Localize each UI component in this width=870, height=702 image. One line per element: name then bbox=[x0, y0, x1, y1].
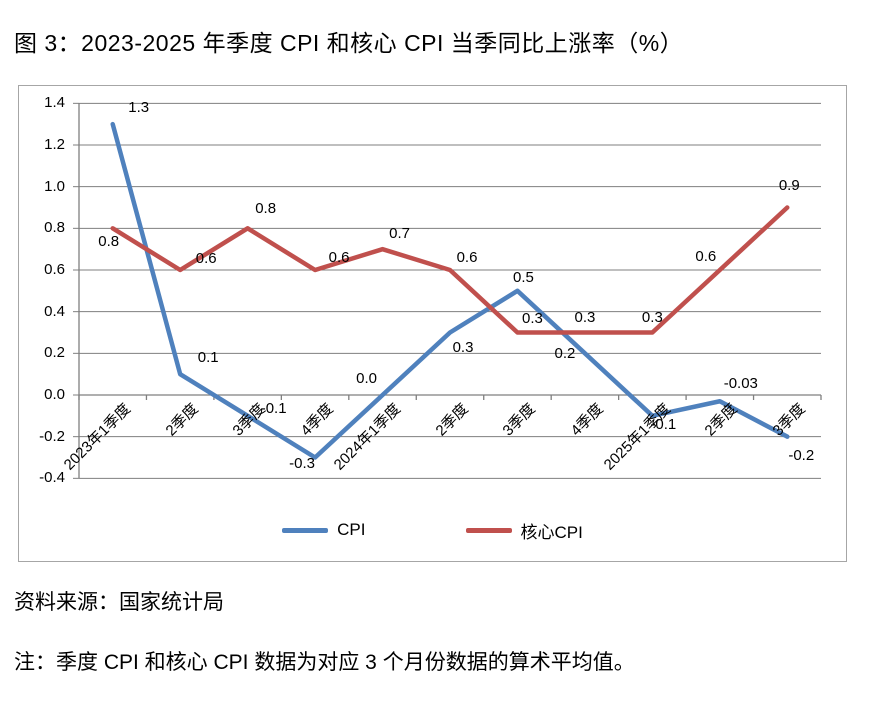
data-label-core-cpi: 0.6 bbox=[456, 249, 478, 266]
y-axis-label: 0.4 bbox=[44, 302, 65, 320]
core-cpi-line-swatch bbox=[465, 527, 512, 533]
source-note: 资料来源：国家统计局 bbox=[14, 591, 224, 614]
data-label-cpi: 0.1 bbox=[197, 349, 219, 367]
data-label-cpi: -0.03 bbox=[723, 375, 758, 393]
data-label-cpi: -0.1 bbox=[260, 399, 287, 417]
chart-title: 图 3：2023-2025 年季度 CPI 和核心 CPI 当季同比上涨率（%） bbox=[14, 30, 684, 56]
plot-area bbox=[73, 102, 822, 479]
legend-item-cpi: CPI bbox=[282, 520, 366, 540]
data-label-cpi: 0.0 bbox=[356, 370, 377, 387]
data-label-core-cpi: 0.6 bbox=[195, 250, 217, 267]
data-label-core-cpi: 0.3 bbox=[574, 308, 596, 326]
y-axis-label: 0.0 bbox=[44, 386, 65, 403]
y-axis-label: 1.0 bbox=[44, 177, 65, 195]
legend: CPI 核心CPI bbox=[19, 518, 846, 543]
data-label-cpi: 0.2 bbox=[554, 345, 576, 363]
y-axis-label: -0.4 bbox=[39, 469, 65, 487]
data-label-cpi: -0.1 bbox=[650, 415, 677, 433]
footnote: 注：季度 CPI 和核心 CPI 数据为对应 3 个月份数据的算术平均值。 bbox=[14, 651, 635, 674]
legend-label-cpi: CPI bbox=[337, 520, 366, 539]
y-axis-label: 0.8 bbox=[44, 219, 65, 237]
data-label-cpi: 0.3 bbox=[452, 338, 474, 356]
cpi-line-swatch bbox=[282, 527, 329, 533]
data-label-cpi: -0.2 bbox=[788, 446, 815, 464]
data-label-core-cpi: 0.7 bbox=[389, 225, 410, 243]
data-label-core-cpi: 0.8 bbox=[98, 233, 120, 251]
data-label-core-cpi: 0.6 bbox=[695, 248, 717, 265]
legend-item-core-cpi: 核心CPI bbox=[465, 518, 583, 543]
y-axis-label: 1.2 bbox=[44, 136, 65, 153]
y-axis-label: 0.2 bbox=[44, 344, 65, 362]
y-axis-label: 0.6 bbox=[44, 261, 65, 278]
data-label-core-cpi: 0.6 bbox=[328, 249, 350, 266]
data-label-core-cpi: 0.3 bbox=[641, 308, 663, 326]
data-label-cpi: -0.3 bbox=[289, 455, 316, 473]
data-label-cpi: 0.5 bbox=[513, 268, 534, 286]
data-label-cpi: 1.3 bbox=[128, 99, 150, 117]
data-label-core-cpi: 0.3 bbox=[522, 309, 543, 327]
legend-label-core-cpi: 核心CPI bbox=[520, 522, 583, 542]
chart-frame: 1.3 0.1 -0.1 -0.3 0.0 0.3 0.5 0.2 -0.1 -0.03 -0.2 0… bbox=[18, 85, 847, 562]
data-label-core-cpi: 0.9 bbox=[778, 176, 800, 194]
data-label-core-cpi: 0.8 bbox=[255, 200, 277, 218]
y-axis-label: 1.4 bbox=[44, 94, 65, 112]
y-axis-label: -0.2 bbox=[39, 427, 65, 445]
